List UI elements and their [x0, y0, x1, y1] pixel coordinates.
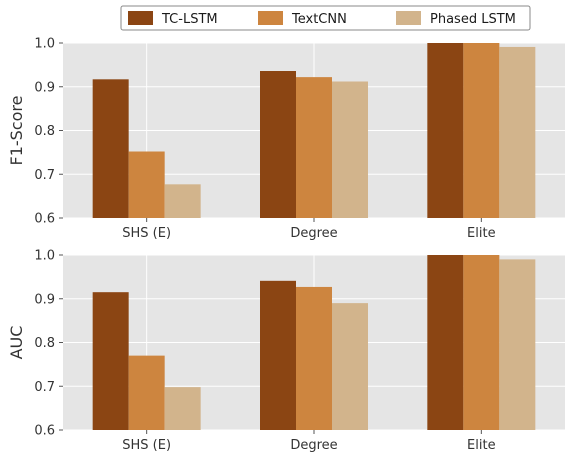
y-tick-label: 0.6 — [34, 424, 55, 439]
x-tick-label: SHS (E) — [122, 438, 171, 453]
bar — [164, 387, 201, 430]
bar — [463, 255, 500, 430]
bar — [92, 79, 129, 218]
bar — [499, 259, 536, 430]
bar — [128, 151, 165, 218]
bar — [92, 292, 129, 430]
bar — [427, 43, 464, 218]
bar — [164, 184, 201, 218]
y-tick-label: 1.0 — [34, 37, 55, 52]
x-tick-label: Degree — [290, 226, 337, 241]
legend-box — [120, 5, 531, 31]
legend: TC-LSTM TextCNN Phased LSTM — [120, 5, 531, 31]
bar — [332, 303, 368, 430]
bar — [296, 77, 332, 218]
x-tick-label: Degree — [290, 438, 337, 453]
f1-score-panel: 0.6 0.7 0.8 0.9 1.0 SHS (E) Degree Elite F1-Scor… — [7, 37, 565, 241]
bar — [463, 43, 500, 218]
legend-swatch — [258, 11, 283, 25]
bar — [128, 355, 165, 430]
bar — [332, 81, 368, 218]
y-tick-label: 0.7 — [34, 168, 55, 183]
x-tick-label: Elite — [467, 226, 496, 241]
y-axis-label: F1-Score — [7, 96, 26, 166]
x-tick-label: Elite — [467, 438, 496, 453]
legend-label: TextCNN — [291, 12, 347, 27]
y-tick-label: 0.8 — [34, 124, 55, 139]
x-tick-label: SHS (E) — [122, 226, 171, 241]
bar — [260, 71, 296, 218]
y-tick-label: 0.9 — [34, 292, 55, 307]
y-tick-label: 0.7 — [34, 380, 55, 395]
bar — [499, 46, 536, 218]
legend-label: TC-LSTM — [161, 12, 218, 27]
y-tick-label: 0.8 — [34, 336, 55, 351]
y-axis-label: AUC — [7, 326, 26, 360]
legend-swatch — [128, 11, 153, 25]
y-tick-label: 0.9 — [34, 80, 55, 95]
bar — [427, 255, 464, 430]
y-tick-label: 0.6 — [34, 212, 55, 227]
bar — [296, 286, 332, 430]
legend-label: Phased LSTM — [430, 12, 516, 27]
legend-swatch — [396, 11, 421, 25]
bar — [260, 280, 296, 430]
auc-panel: 0.6 0.7 0.8 0.9 1.0 SHS (E) Degree Elite AUC — [7, 249, 565, 453]
y-tick-label: 1.0 — [34, 249, 55, 264]
